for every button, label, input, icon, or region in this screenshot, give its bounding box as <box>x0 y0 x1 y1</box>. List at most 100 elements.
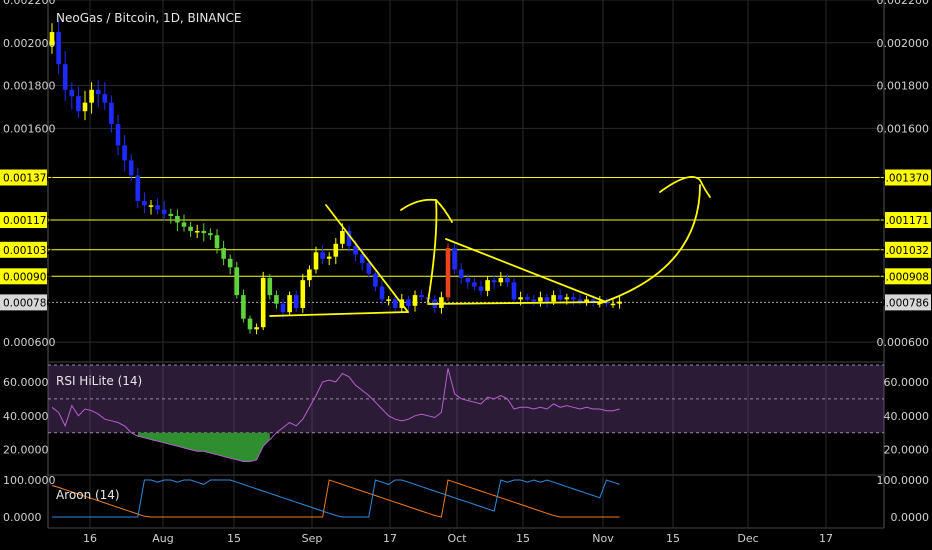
candle-body <box>267 278 273 296</box>
candle-body <box>458 269 464 279</box>
level-label-right: 0.001370 <box>879 173 929 185</box>
candle-body <box>148 205 154 207</box>
x-tick-label: 17 <box>383 532 397 545</box>
triangle-lower-line <box>427 301 607 305</box>
x-tick-label: Aug <box>152 532 173 545</box>
candle-body <box>445 248 451 298</box>
rsi-tick-right: 60.0000 <box>884 376 930 389</box>
level-badge-left <box>0 268 47 285</box>
candle-body <box>62 64 68 90</box>
candle-body <box>505 278 510 283</box>
candle-body <box>320 252 325 259</box>
rsi-line <box>51 368 620 462</box>
candle-body <box>557 295 563 300</box>
candle-body <box>511 282 517 300</box>
candle-body <box>293 295 299 308</box>
candle-body <box>194 230 200 233</box>
candle-body <box>214 235 220 249</box>
x-tick-label: 17 <box>819 532 833 545</box>
candle-body <box>287 295 292 313</box>
x-tick-label: Dec <box>737 532 758 545</box>
candle-body <box>610 303 616 306</box>
candle-body <box>122 145 127 161</box>
candle-body <box>241 295 246 319</box>
candle-body <box>274 295 279 304</box>
candle-body <box>518 297 523 300</box>
candle-body <box>234 267 240 296</box>
candle-body <box>465 278 471 283</box>
candle-body <box>373 273 378 287</box>
y-tick-label-left: 0.002200 <box>3 0 56 7</box>
candle-body <box>326 256 332 259</box>
up-arrow-shaft <box>427 199 438 303</box>
projection-curve <box>597 184 701 305</box>
y-tick-label-right: 0.002200 <box>877 0 930 7</box>
y-tick-label-left: 0.001600 <box>3 122 56 135</box>
rsi-tick-right: 40.0000 <box>884 410 930 423</box>
rsi-oversold-fill <box>137 432 270 462</box>
candle-body <box>102 94 108 103</box>
aroon-tick-left: 100.0000 <box>3 474 56 487</box>
y-tick-label-right: 0.002000 <box>877 37 930 50</box>
candle-body <box>128 160 134 176</box>
candle-body <box>359 254 365 264</box>
candle-body <box>333 243 339 257</box>
level-badge-left <box>0 294 47 311</box>
level-label-right: 0.000908 <box>879 271 929 283</box>
candle-body <box>590 299 596 302</box>
price-panel: 0.002200 0.002200 0.002000 0.002000 0.001800… <box>3 0 929 349</box>
candle-body <box>386 299 391 301</box>
level-label-right: 0.000786 <box>879 297 929 309</box>
candle-body <box>307 269 312 281</box>
candle-body <box>617 301 622 304</box>
level-badge-left <box>0 212 47 229</box>
rsi-tick-left: 60.0000 <box>3 376 49 389</box>
candle-body <box>168 213 174 216</box>
candle-body <box>524 297 530 300</box>
projection-arrow-head <box>659 176 711 198</box>
aroon-panel: 100.0000 100.0000 0.0000 0.0000 <box>3 474 929 524</box>
candle-body <box>313 252 319 270</box>
level-badge-right <box>885 212 931 229</box>
x-tick-label: 16 <box>83 532 97 545</box>
aroon-tick-left: 0.0000 <box>3 511 42 524</box>
level-badge-right <box>885 241 931 258</box>
candle-body <box>89 89 94 103</box>
x-tick-label: 15 <box>666 532 680 545</box>
aroon-down-line <box>52 479 620 518</box>
x-tick-label: 15 <box>227 532 241 545</box>
candle-body <box>208 233 213 236</box>
aroon-tick-right: 0.0000 <box>891 511 930 524</box>
wedge-lower-line <box>269 311 409 317</box>
candle-body <box>56 32 61 65</box>
candle-body <box>551 295 556 302</box>
candle-body <box>544 297 550 302</box>
grid <box>47 0 885 529</box>
candle-body <box>577 299 583 302</box>
candle-body <box>135 175 141 202</box>
candle-body <box>82 102 88 112</box>
candle-body <box>485 280 490 291</box>
rsi-tick-left: 40.0000 <box>3 410 49 423</box>
y-tick-label-right: 0.001600 <box>877 122 930 135</box>
y-tick-label-left: 0.000600 <box>3 336 56 349</box>
level-label-left: 0.001171 <box>3 215 53 227</box>
candle-body <box>76 96 81 112</box>
x-tick-label: Oct <box>447 532 467 545</box>
candle-body <box>161 209 167 214</box>
candle-body <box>379 286 385 300</box>
candle-body <box>201 230 207 234</box>
candle-body <box>181 222 187 227</box>
rsi-tick-left: 20.0000 <box>3 444 49 457</box>
level-badge-right <box>885 169 931 186</box>
level-badge-left <box>0 169 47 186</box>
y-tick-label-left: 0.001800 <box>3 80 56 93</box>
level-label-left: 0.001032 <box>3 245 53 257</box>
candle-body <box>406 299 411 306</box>
candle-body <box>419 295 424 298</box>
candle-body <box>366 263 372 274</box>
rsi-tick-right: 20.0000 <box>884 444 930 457</box>
candle-body <box>353 245 358 255</box>
candle-body <box>155 205 160 210</box>
